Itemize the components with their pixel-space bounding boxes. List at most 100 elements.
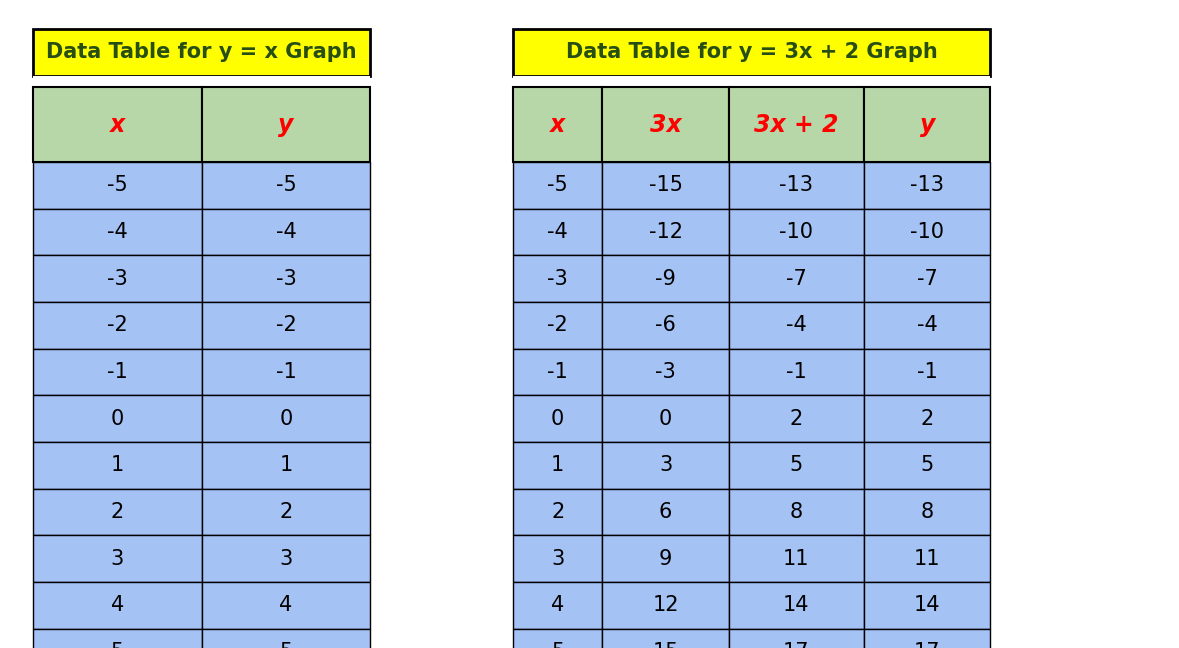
Text: -2: -2 bbox=[276, 316, 296, 335]
Bar bbox=[202, 302, 370, 349]
Bar bbox=[864, 535, 990, 582]
Text: 3: 3 bbox=[111, 549, 124, 568]
Bar bbox=[602, 255, 729, 302]
Text: 2: 2 bbox=[790, 409, 803, 428]
Bar bbox=[602, 442, 729, 489]
Bar bbox=[864, 442, 990, 489]
Text: 5: 5 bbox=[921, 456, 934, 475]
Text: 3x + 2: 3x + 2 bbox=[755, 113, 838, 137]
Bar bbox=[602, 209, 729, 255]
Text: y: y bbox=[278, 113, 294, 137]
Bar bbox=[602, 629, 729, 648]
Text: 11: 11 bbox=[783, 549, 810, 568]
Bar bbox=[33, 87, 202, 162]
Bar bbox=[602, 582, 729, 629]
Text: -1: -1 bbox=[786, 362, 806, 382]
Bar bbox=[864, 255, 990, 302]
Bar bbox=[729, 87, 864, 162]
Bar bbox=[33, 442, 202, 489]
Bar bbox=[864, 582, 990, 629]
Text: 5: 5 bbox=[111, 642, 124, 648]
Text: -3: -3 bbox=[547, 269, 568, 288]
Text: -1: -1 bbox=[276, 362, 296, 382]
Text: -3: -3 bbox=[276, 269, 296, 288]
Text: -1: -1 bbox=[917, 362, 937, 382]
Text: 8: 8 bbox=[790, 502, 803, 522]
Bar bbox=[202, 535, 370, 582]
Text: 0: 0 bbox=[279, 409, 292, 428]
Text: 0: 0 bbox=[551, 409, 565, 428]
Bar bbox=[729, 209, 864, 255]
Text: -5: -5 bbox=[547, 176, 568, 195]
Bar bbox=[864, 395, 990, 442]
Text: -5: -5 bbox=[276, 176, 296, 195]
Bar bbox=[602, 87, 729, 162]
Text: 2: 2 bbox=[279, 502, 292, 522]
Bar bbox=[864, 349, 990, 395]
Bar bbox=[513, 162, 602, 209]
Text: 5: 5 bbox=[279, 642, 292, 648]
Bar bbox=[33, 582, 202, 629]
Bar bbox=[33, 629, 202, 648]
Text: 2: 2 bbox=[921, 409, 934, 428]
Bar bbox=[513, 76, 990, 87]
Bar bbox=[202, 87, 370, 162]
Text: -15: -15 bbox=[648, 176, 683, 195]
Bar bbox=[202, 349, 370, 395]
Text: -2: -2 bbox=[107, 316, 127, 335]
Bar bbox=[729, 442, 864, 489]
Bar bbox=[602, 162, 729, 209]
Text: x: x bbox=[110, 113, 125, 137]
Bar bbox=[202, 162, 370, 209]
Text: -10: -10 bbox=[779, 222, 814, 242]
Text: 8: 8 bbox=[921, 502, 934, 522]
Bar bbox=[729, 395, 864, 442]
Text: -4: -4 bbox=[917, 316, 937, 335]
Bar bbox=[864, 302, 990, 349]
Text: 11: 11 bbox=[914, 549, 941, 568]
Bar bbox=[729, 162, 864, 209]
Text: 17: 17 bbox=[783, 642, 810, 648]
Bar bbox=[602, 489, 729, 535]
Text: -6: -6 bbox=[656, 316, 676, 335]
Text: -10: -10 bbox=[910, 222, 944, 242]
Text: -3: -3 bbox=[107, 269, 127, 288]
Bar bbox=[513, 442, 602, 489]
Text: 9: 9 bbox=[659, 549, 672, 568]
Bar bbox=[513, 209, 602, 255]
Text: 3: 3 bbox=[659, 456, 672, 475]
Text: 14: 14 bbox=[783, 596, 810, 615]
Text: -9: -9 bbox=[656, 269, 676, 288]
Text: Data Table for y = x Graph: Data Table for y = x Graph bbox=[46, 43, 357, 62]
Bar bbox=[513, 582, 602, 629]
Bar bbox=[513, 255, 602, 302]
Bar bbox=[729, 582, 864, 629]
Bar bbox=[33, 395, 202, 442]
Text: 14: 14 bbox=[914, 596, 941, 615]
Text: -7: -7 bbox=[786, 269, 806, 288]
Bar bbox=[202, 209, 370, 255]
Text: -4: -4 bbox=[107, 222, 127, 242]
Bar bbox=[33, 535, 202, 582]
Text: 4: 4 bbox=[279, 596, 292, 615]
Text: -1: -1 bbox=[547, 362, 568, 382]
Bar bbox=[513, 349, 602, 395]
Text: 3: 3 bbox=[279, 549, 292, 568]
Text: x: x bbox=[551, 113, 565, 137]
Bar bbox=[513, 629, 602, 648]
Text: -13: -13 bbox=[779, 176, 814, 195]
Text: -12: -12 bbox=[648, 222, 683, 242]
Text: 17: 17 bbox=[914, 642, 941, 648]
Text: 0: 0 bbox=[111, 409, 124, 428]
Text: 5: 5 bbox=[551, 642, 565, 648]
Text: -5: -5 bbox=[107, 176, 127, 195]
Bar bbox=[864, 489, 990, 535]
Bar bbox=[33, 162, 202, 209]
Bar bbox=[513, 535, 602, 582]
Text: -7: -7 bbox=[917, 269, 937, 288]
Bar bbox=[729, 349, 864, 395]
Text: 3x: 3x bbox=[650, 113, 681, 137]
Bar bbox=[513, 489, 602, 535]
Text: -4: -4 bbox=[276, 222, 296, 242]
Bar bbox=[602, 535, 729, 582]
